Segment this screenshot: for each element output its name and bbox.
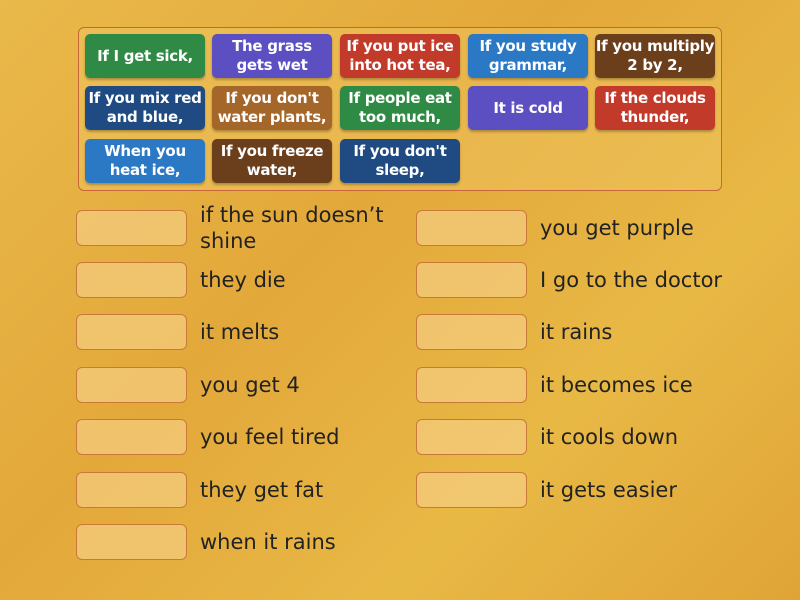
answer-text: they get fat: [200, 478, 324, 502]
answer-text: I go to the doctor: [540, 268, 723, 292]
draggable-tile[interactable]: If you multiply 2 by 2,: [595, 34, 715, 78]
draggable-tile[interactable]: If you don't water plants,: [212, 86, 332, 130]
drop-slot[interactable]: [76, 210, 187, 246]
drop-slot[interactable]: [416, 472, 527, 508]
drop-slot[interactable]: [76, 472, 187, 508]
drop-slot[interactable]: [76, 524, 187, 560]
draggable-tile[interactable]: If you study grammar,: [468, 34, 588, 78]
answer-text: if the sun doesn’t shine: [200, 203, 384, 253]
draggable-tile[interactable]: If I get sick,: [85, 34, 205, 78]
answer-text: you feel tired: [200, 425, 340, 449]
answer-text: it becomes ice: [540, 373, 693, 397]
answer-text: it cools down: [540, 425, 679, 449]
draggable-tile[interactable]: If people eat too much,: [340, 86, 460, 130]
draggable-tile[interactable]: If you put ice into hot tea,: [340, 34, 460, 78]
draggable-tile[interactable]: If you mix red and blue,: [85, 86, 205, 130]
answer-text: when it rains: [200, 530, 336, 554]
draggable-tile[interactable]: If the clouds thunder,: [595, 86, 715, 130]
drop-slot[interactable]: [416, 262, 527, 298]
drop-slot[interactable]: [416, 419, 527, 455]
draggable-tile[interactable]: If you freeze water,: [212, 139, 332, 183]
answer-text: they die: [200, 268, 286, 292]
drop-slot[interactable]: [416, 314, 527, 350]
answer-text: you get 4: [200, 373, 300, 397]
drop-slot[interactable]: [76, 419, 187, 455]
answer-text: it melts: [200, 320, 280, 344]
draggable-tile[interactable]: If you don't sleep,: [340, 139, 460, 183]
drop-slot[interactable]: [76, 262, 187, 298]
drop-slot[interactable]: [416, 210, 527, 246]
drop-slot[interactable]: [76, 314, 187, 350]
answer-text: it rains: [540, 320, 613, 344]
answer-text: it gets easier: [540, 478, 677, 502]
drop-slot[interactable]: [76, 367, 187, 403]
answer-text: you get purple: [540, 216, 694, 240]
draggable-tile[interactable]: The grass gets wet: [212, 34, 332, 78]
drop-slot[interactable]: [416, 367, 527, 403]
draggable-tile[interactable]: When you heat ice,: [85, 139, 205, 183]
draggable-tile[interactable]: It is cold: [468, 86, 588, 130]
